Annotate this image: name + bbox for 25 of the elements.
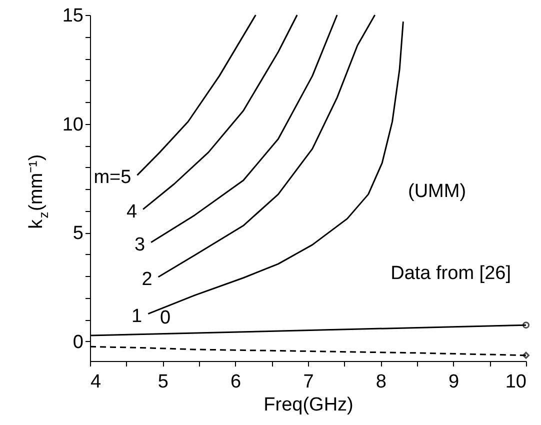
line-series bbox=[142, 14, 298, 210]
y-tick-label: 5 bbox=[72, 223, 84, 244]
series-label: 3 bbox=[134, 234, 146, 256]
series-label: 1 bbox=[132, 306, 142, 327]
line-series bbox=[150, 14, 338, 244]
series-label: 2 bbox=[142, 269, 152, 290]
x-tick-label: 5 bbox=[158, 372, 168, 392]
line-series bbox=[158, 14, 376, 278]
x-axis-title: Freq(GHz) bbox=[264, 394, 354, 416]
text: Data from [26] bbox=[390, 263, 511, 284]
x-tick-label: 6 bbox=[230, 372, 242, 392]
x-tick-label: 8 bbox=[376, 372, 386, 392]
annotation: (UMM) bbox=[408, 181, 466, 202]
y-tick-label: 0 bbox=[72, 332, 84, 353]
series-label: m=5 bbox=[94, 167, 132, 188]
y-tick-label: 10 bbox=[62, 114, 84, 136]
x-tick-label: 10 bbox=[505, 372, 526, 392]
x-tick-label: 9 bbox=[448, 372, 460, 392]
series-label: 0 bbox=[160, 308, 171, 329]
x-tick-label: 7 bbox=[303, 372, 314, 392]
y-axis-title: kz(mm⁻¹) bbox=[26, 154, 51, 229]
y-tick-label: 15 bbox=[62, 6, 84, 26]
series-label: 4 bbox=[126, 201, 138, 222]
x-tick-label: 4 bbox=[90, 372, 102, 392]
line-series bbox=[136, 14, 256, 176]
